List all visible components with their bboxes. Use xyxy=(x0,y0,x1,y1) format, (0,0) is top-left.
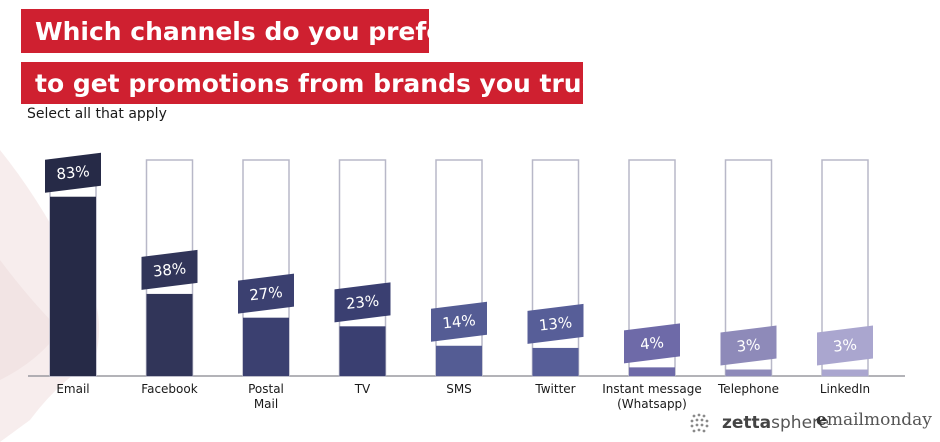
category-label-line: Twitter xyxy=(535,382,576,396)
zettasphere-rest: sphere xyxy=(771,413,830,433)
data-label-badge xyxy=(817,325,873,366)
data-label: 38% xyxy=(152,259,187,280)
bar xyxy=(436,345,482,376)
bar xyxy=(339,326,386,376)
data-label-badge xyxy=(45,152,101,193)
title-line-1: Which channels do you prefer xyxy=(21,9,456,53)
category-label-line: TV xyxy=(354,382,371,396)
zettasphere-logo: zettasphere xyxy=(688,410,829,436)
category-label-line: SMS xyxy=(446,382,472,396)
data-label-badge xyxy=(527,303,584,344)
data-label: 4% xyxy=(639,333,665,353)
category-label-line: LinkedIn xyxy=(819,382,871,396)
data-label-badge xyxy=(720,325,777,366)
data-label-badge xyxy=(238,273,294,314)
data-label: 3% xyxy=(832,335,858,355)
bar xyxy=(629,367,675,376)
emailmonday-first: e xyxy=(816,410,827,430)
data-label: 27% xyxy=(248,283,283,304)
emailmonday-logo: emailmonday xyxy=(816,410,932,430)
data-label-badge xyxy=(431,301,487,342)
category-label: LinkedIn xyxy=(790,382,900,397)
bar xyxy=(146,293,193,376)
data-label-badge xyxy=(334,282,391,323)
category-label: Email xyxy=(18,382,128,397)
data-label: 83% xyxy=(55,162,90,183)
category-label-line: Telephone xyxy=(718,382,779,396)
data-label-badge xyxy=(624,323,680,364)
category-label: Facebook xyxy=(115,382,225,397)
category-label-line: Mail xyxy=(253,397,279,411)
category-label-line: Instant message xyxy=(602,382,702,396)
data-label: 23% xyxy=(345,292,380,313)
category-label: Telephone xyxy=(694,382,804,397)
category-label-line: Postal xyxy=(248,382,284,396)
data-label-badge xyxy=(141,249,198,290)
chart-subtitle: Select all that apply xyxy=(27,106,167,122)
title-line-2: to get promotions from brands you trust … xyxy=(21,62,632,104)
data-label: 3% xyxy=(736,335,762,355)
bar xyxy=(50,196,96,376)
category-label: Postal Mail xyxy=(211,382,321,412)
zettasphere-bold: zetta xyxy=(722,413,772,433)
bar xyxy=(725,369,772,376)
emailmonday-rest: mailmonday xyxy=(826,410,932,430)
bar xyxy=(532,347,579,376)
category-label: Twitter xyxy=(501,382,611,397)
bar-outline xyxy=(531,159,580,377)
category-label: TV xyxy=(308,382,418,397)
globe-icon xyxy=(690,413,709,433)
bar xyxy=(243,317,289,376)
category-label-line: Email xyxy=(56,382,90,396)
category-label-line: (Whatsapp) xyxy=(617,397,687,411)
category-label: SMS xyxy=(404,382,514,397)
data-label: 13% xyxy=(538,313,573,334)
data-label: 14% xyxy=(441,311,476,332)
bar-outline xyxy=(435,159,483,377)
category-label: Instant message (Whatsapp) xyxy=(597,382,707,412)
category-label-line: Facebook xyxy=(141,382,198,396)
bar xyxy=(822,369,868,376)
